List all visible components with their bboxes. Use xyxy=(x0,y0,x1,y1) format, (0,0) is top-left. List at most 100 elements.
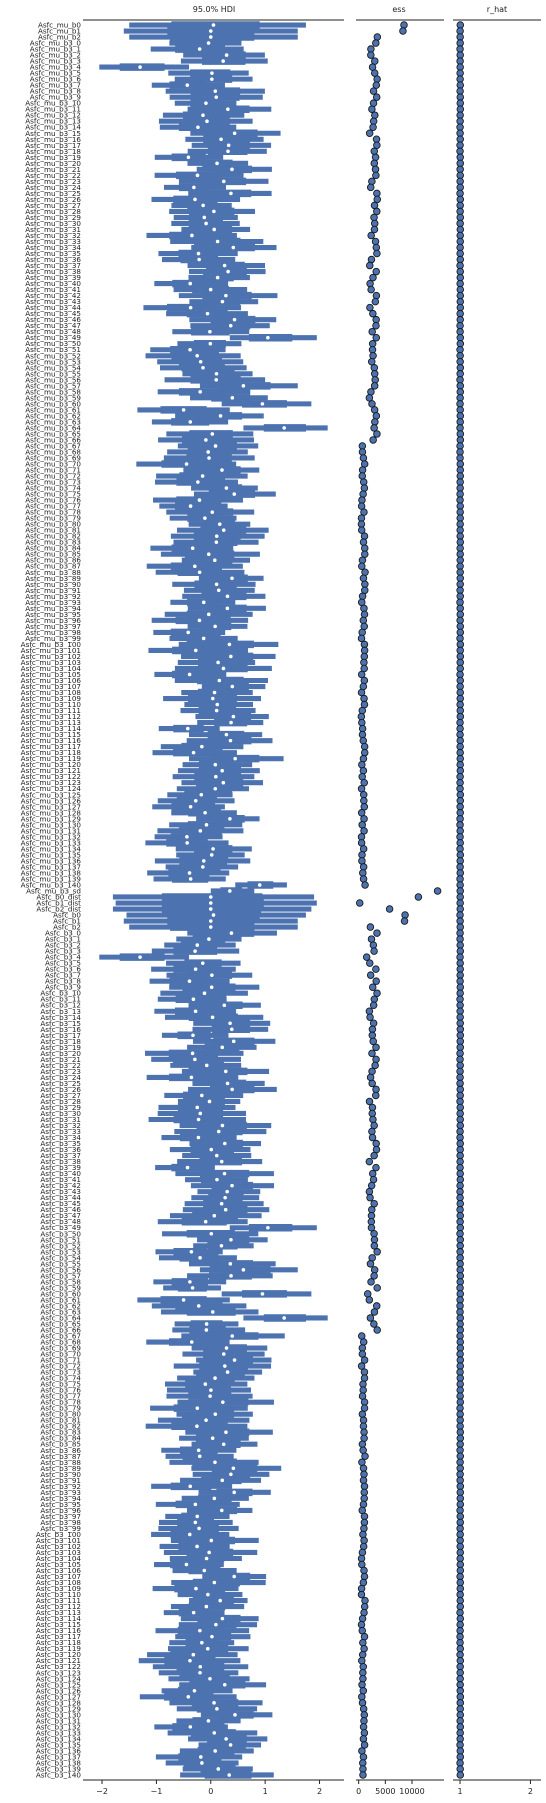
parameter-label: Asfc_mu_b3_99 xyxy=(25,634,81,643)
ess-point xyxy=(359,1705,368,1713)
parameter-label: Asfc_b3_73 xyxy=(40,1368,81,1377)
ess-point xyxy=(360,1434,368,1442)
ess-point xyxy=(365,1097,374,1106)
ess-point xyxy=(357,634,366,643)
ess-point xyxy=(358,706,367,715)
parameter-label: Asfc_mu_b3_25 xyxy=(25,189,81,198)
parameter-label: Asfc_b0 xyxy=(53,911,81,920)
parameter-label: Asfc_b3_107 xyxy=(36,1572,81,1581)
hdi-panel xyxy=(99,21,328,1779)
ess-point xyxy=(358,1458,366,1467)
median-point xyxy=(231,1489,237,1495)
median-point xyxy=(189,1075,194,1080)
median-point xyxy=(228,1237,234,1243)
median-point xyxy=(185,1165,190,1171)
median-point xyxy=(218,136,224,142)
parameter-label: Asfc_mu_b3_123 xyxy=(21,778,81,787)
median-point xyxy=(213,94,219,100)
parameter-label: Asfc_b3_138 xyxy=(36,1758,82,1767)
median-point xyxy=(218,413,223,419)
median-point xyxy=(206,455,212,461)
median-point xyxy=(214,708,220,713)
median-point xyxy=(194,1514,200,1519)
ess-point xyxy=(366,971,375,979)
median-point xyxy=(227,816,233,822)
median-point xyxy=(203,1219,209,1225)
parameter-label: Asfc_b3_32 xyxy=(40,1121,81,1130)
parameter-label: Asfc_mu_b3_129 xyxy=(21,814,82,823)
parameter-label: Asfc_mu_b3_12 xyxy=(25,111,81,120)
ess-point xyxy=(368,1067,376,1076)
median-point xyxy=(229,1087,235,1092)
median-point xyxy=(200,960,206,966)
ess-point xyxy=(373,1326,381,1334)
median-point xyxy=(220,1399,226,1405)
ess-point xyxy=(363,1290,372,1298)
parameter-label: Asfc_mu_b3_108 xyxy=(21,688,82,697)
parameter-label: Asfc_mu_b3_114 xyxy=(21,724,82,733)
ess-point xyxy=(369,1037,377,1046)
ess-point xyxy=(369,273,377,282)
parameter-label: Asfc_mu_b3_48 xyxy=(25,327,81,336)
median-point xyxy=(199,1760,205,1766)
parameter-label: Asfc_b3_38 xyxy=(40,1157,81,1166)
parameter-label: Asfc_mu_b3_44 xyxy=(25,303,81,312)
median-point xyxy=(223,732,229,738)
parameter-label: Asfc_mu_b3_94 xyxy=(25,604,81,613)
parameter-label: Asfc_b3_81 xyxy=(40,1416,81,1425)
parameter-label: Asfc_b3_79 xyxy=(40,1404,81,1413)
parameter-label: Asfc_b3_120 xyxy=(36,1650,82,1659)
median-point xyxy=(228,190,234,196)
parameter-label: Asfc_mu_b3_127 xyxy=(21,802,81,811)
parameter-label: Asfc_b3_86 xyxy=(40,1446,81,1455)
median-point xyxy=(197,1628,203,1634)
median-point xyxy=(222,1363,228,1369)
parameter-label: Asfc_mu_b3_102 xyxy=(21,652,81,661)
parameter-label: Asfc_b3_82 xyxy=(40,1422,81,1431)
ess-point xyxy=(358,1410,367,1418)
median-point xyxy=(224,1189,230,1195)
median-point xyxy=(226,1772,232,1778)
ess-point xyxy=(370,225,379,234)
parameter-label: Asfc_b3_96 xyxy=(40,1506,81,1515)
median-point xyxy=(228,738,233,744)
median-point xyxy=(199,1640,205,1646)
parameter-label: Asfc_b3_130 xyxy=(36,1710,82,1719)
median-point xyxy=(205,449,211,455)
parameter-label: Asfc_b3_59 xyxy=(40,1283,81,1292)
median-point xyxy=(203,1417,209,1423)
median-point xyxy=(221,527,227,533)
median-point xyxy=(265,1225,271,1231)
median-point xyxy=(211,22,216,28)
median-point xyxy=(195,172,200,178)
parameter-label: Asfc_b3_31 xyxy=(40,1115,81,1124)
ess-point xyxy=(370,213,378,222)
ess-point xyxy=(359,1753,368,1761)
median-point xyxy=(225,269,231,274)
median-point xyxy=(205,311,210,317)
median-point xyxy=(201,1568,207,1573)
ess-point xyxy=(367,1278,375,1286)
parameter-label: Asfc_b3_15 xyxy=(40,1019,81,1028)
parameter-label: Asfc_mu_b3_78 xyxy=(25,508,81,517)
median-point xyxy=(215,275,221,280)
median-point xyxy=(184,82,190,88)
parameter-label: Asfc_b3_67 xyxy=(40,1331,81,1340)
ess-point xyxy=(368,1049,376,1058)
median-point xyxy=(209,509,215,515)
parameter-label: Asfc_mu_b3_27 xyxy=(25,201,81,210)
parameter-label: Asfc_mu_b3_81 xyxy=(25,526,81,535)
median-point xyxy=(199,744,205,750)
parameter-label: Asfc_mu_b3_40 xyxy=(25,279,81,288)
median-point xyxy=(219,1507,225,1513)
ess-point xyxy=(358,1614,367,1623)
median-point xyxy=(197,389,203,395)
median-point xyxy=(217,1598,223,1603)
median-point xyxy=(184,834,190,840)
median-point xyxy=(222,263,227,268)
ess-point xyxy=(367,388,375,396)
parameter-label: Asfc_mu_b3_45 xyxy=(25,309,81,318)
parameter-label: Asfc_mu_b3_60 xyxy=(25,399,81,408)
parameter-label: Asfc_mu_b3_14 xyxy=(25,123,81,132)
ess-point xyxy=(360,676,369,685)
